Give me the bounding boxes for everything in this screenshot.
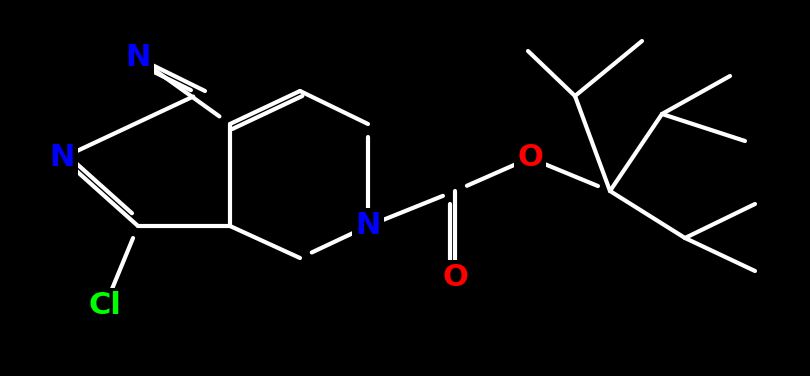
Text: O: O — [442, 264, 468, 293]
Text: N: N — [356, 211, 381, 241]
Text: N: N — [126, 44, 151, 73]
Text: O: O — [517, 144, 543, 173]
Text: Cl: Cl — [88, 291, 122, 320]
Text: N: N — [49, 144, 75, 173]
